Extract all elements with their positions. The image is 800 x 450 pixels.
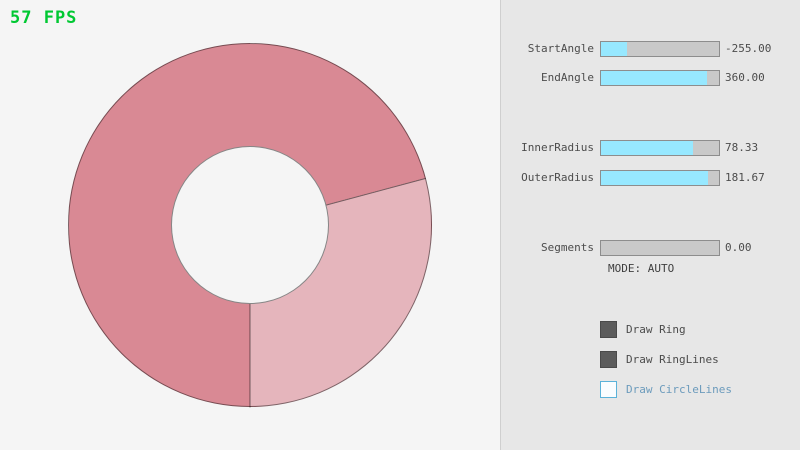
checkbox-row-draw-circlelines: Draw CircleLines <box>600 380 732 398</box>
start-angle-value: -255.00 <box>725 42 772 55</box>
end-angle-value: 360.00 <box>725 71 765 84</box>
draw-circlelines-label: Draw CircleLines <box>626 382 732 396</box>
start-angle-slider[interactable] <box>600 41 720 57</box>
segments-mode-text: MODE: AUTO <box>608 262 675 275</box>
fps-counter: 57 FPS <box>10 8 78 28</box>
slider-row-outer-radius: OuterRadius 181.67 <box>0 170 800 186</box>
end-angle-label: EndAngle <box>541 71 594 84</box>
inner-radius-slider[interactable] <box>600 140 720 156</box>
ring-canvas <box>68 43 432 408</box>
inner-radius-value: 78.33 <box>725 141 759 154</box>
inner-radius-slider-fill <box>601 141 694 155</box>
slider-row-segments: Segments 0.00 <box>0 240 800 256</box>
ring-inner-hole <box>171 146 329 304</box>
outer-radius-slider-fill <box>601 171 709 185</box>
outer-radius-value: 181.67 <box>725 171 765 184</box>
slider-row-inner-radius: InnerRadius 78.33 <box>0 140 800 156</box>
draw-ringlines-label: Draw RingLines <box>626 352 719 366</box>
draw-ringlines-checkbox[interactable] <box>600 350 617 368</box>
segments-value: 0.00 <box>725 241 752 254</box>
draw-ring-checkbox[interactable] <box>600 320 617 338</box>
end-angle-slider-fill <box>601 71 708 85</box>
draw-ring-label: Draw Ring <box>626 322 686 336</box>
start-angle-slider-fill <box>601 42 627 56</box>
checkbox-row-draw-ring: Draw Ring <box>600 320 686 338</box>
draw-circlelines-checkbox[interactable] <box>600 380 617 398</box>
slider-row-end-angle: EndAngle 360.00 <box>0 70 800 86</box>
end-angle-slider[interactable] <box>600 70 720 86</box>
slider-row-start-angle: StartAngle -255.00 <box>0 41 800 57</box>
outer-radius-label: OuterRadius <box>521 171 594 184</box>
segments-label: Segments <box>541 241 594 254</box>
start-angle-label: StartAngle <box>527 42 594 55</box>
inner-radius-label: InnerRadius <box>521 141 594 154</box>
checkbox-row-draw-ringlines: Draw RingLines <box>600 350 719 368</box>
outer-radius-slider[interactable] <box>600 170 720 186</box>
segments-slider[interactable] <box>600 240 720 256</box>
